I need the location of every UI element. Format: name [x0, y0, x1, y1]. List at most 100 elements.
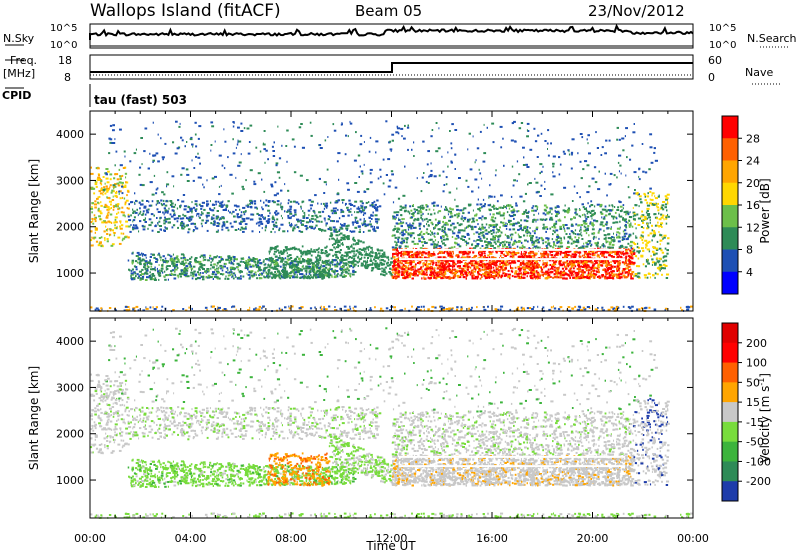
- echo-cell: [153, 279, 157, 281]
- echo-cell: [374, 214, 378, 217]
- echo-cell: [111, 243, 115, 246]
- echo-cell: [112, 185, 116, 188]
- echo-cell: [271, 145, 274, 148]
- echo-cell: [615, 273, 618, 276]
- echo-cell: [202, 278, 205, 281]
- echo-cell: [134, 260, 138, 263]
- echo-cell: [589, 277, 591, 280]
- echo-cell: [536, 271, 540, 274]
- echo-cell: [360, 253, 364, 256]
- echo-cell: [105, 177, 109, 180]
- echo-cell: [540, 256, 543, 259]
- echo-cell: [447, 276, 451, 279]
- echo-cell: [410, 268, 413, 271]
- echo-cell: [189, 261, 192, 263]
- echo-cell: [253, 257, 255, 260]
- echo-cell: [181, 139, 184, 142]
- echo-cell: [358, 176, 360, 178]
- echo-cell: [197, 176, 201, 179]
- echo-cell: [491, 259, 495, 262]
- echo-cell: [272, 215, 274, 218]
- echo-cell: [597, 265, 599, 268]
- echo-cell: [292, 276, 296, 279]
- echo-cell: [544, 263, 546, 266]
- echo-cell: [130, 275, 132, 278]
- echo-cell: [172, 224, 176, 227]
- echo-cell: [174, 257, 177, 260]
- echo-cell: [184, 225, 186, 228]
- echo-cell: [130, 201, 134, 204]
- echo-cell: [428, 253, 431, 256]
- echo-cell: [584, 252, 587, 255]
- echo-cell: [467, 272, 470, 274]
- echo-cell: [314, 226, 316, 229]
- echo-cell: [144, 272, 146, 275]
- echo-cell: [403, 254, 405, 257]
- echo-cell: [186, 259, 189, 262]
- echo-cell: [564, 256, 568, 259]
- echo-cell: [272, 155, 276, 157]
- echo-cell: [373, 226, 375, 228]
- echo-cell: [286, 129, 289, 132]
- echo-cell: [120, 232, 123, 235]
- nsearch-tick-top: 10^5: [709, 23, 736, 34]
- echo-cell: [308, 272, 311, 275]
- echo-cell: [587, 253, 590, 256]
- echo-cell: [211, 258, 214, 261]
- echo-cell: [158, 254, 161, 257]
- echo-cell: [133, 265, 136, 268]
- echo-cell: [190, 256, 193, 259]
- echo-cell: [383, 255, 387, 258]
- echo-cell: [180, 257, 183, 260]
- echo-cell: [159, 272, 161, 275]
- echo-cell: [513, 259, 515, 262]
- echo-cell: [288, 221, 291, 224]
- echo-cell: [243, 127, 246, 130]
- echo-cell: [590, 261, 594, 264]
- echo-cell: [290, 225, 292, 228]
- echo-cell: [300, 205, 302, 208]
- echo-cell: [163, 275, 166, 278]
- echo-cell: [295, 264, 297, 266]
- echo-cell: [552, 276, 555, 279]
- echo-cell: [102, 176, 105, 178]
- echo-cell: [604, 250, 607, 252]
- echo-cell: [328, 226, 332, 229]
- echo-cell: [616, 252, 618, 255]
- echo-cell: [210, 222, 213, 225]
- echo-cell: [362, 241, 365, 244]
- echo-cell: [141, 213, 144, 216]
- echo-cell: [240, 257, 244, 260]
- echo-cell: [226, 258, 229, 261]
- echo-cell: [269, 272, 271, 275]
- echo-cell: [127, 259, 130, 262]
- echo-cell: [253, 273, 256, 275]
- echo-cell: [614, 252, 616, 255]
- echo-cell: [287, 209, 289, 212]
- echo-cell: [586, 264, 589, 266]
- echo-cell: [360, 262, 364, 265]
- echo-cell: [387, 158, 391, 161]
- echo-cell: [329, 235, 333, 238]
- echo-cell: [336, 261, 338, 264]
- echo-cell: [349, 245, 353, 248]
- echo-cell: [539, 266, 542, 268]
- echo-cell: [105, 185, 108, 188]
- echo-cell: [616, 256, 619, 259]
- echo-cell: [578, 270, 582, 273]
- echo-cell: [271, 276, 274, 279]
- echo-cell: [289, 224, 291, 227]
- echo-cell: [360, 134, 363, 137]
- echo-cell: [377, 252, 381, 255]
- echo-cell: [425, 268, 428, 271]
- echo-cell: [338, 217, 341, 220]
- echo-cell: [445, 250, 448, 252]
- echo-cell: [160, 202, 163, 205]
- echo-cell: [447, 265, 450, 268]
- echo-cell: [458, 253, 460, 256]
- echo-cell: [341, 274, 343, 277]
- echo-cell: [595, 251, 597, 254]
- echo-cell: [237, 276, 240, 279]
- echo-cell: [173, 185, 175, 188]
- beam-title: Beam 05: [355, 2, 422, 20]
